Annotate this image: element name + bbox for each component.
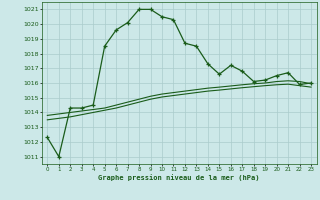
X-axis label: Graphe pression niveau de la mer (hPa): Graphe pression niveau de la mer (hPa) [99,174,260,181]
